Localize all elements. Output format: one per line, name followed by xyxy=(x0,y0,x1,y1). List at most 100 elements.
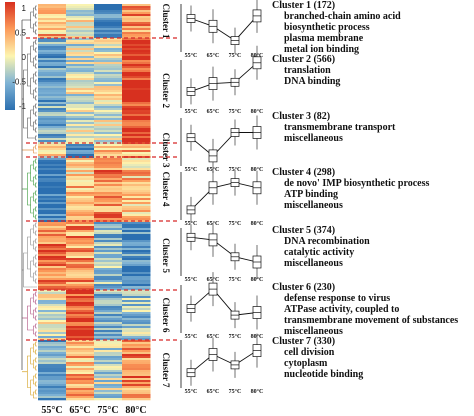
trend-x-label: 75°C xyxy=(229,276,242,283)
heatmap-cell xyxy=(122,258,151,261)
heatmap-cell xyxy=(38,274,67,277)
dendrogram-branch xyxy=(33,309,36,319)
heatmap-cell xyxy=(66,306,95,309)
heatmap-cell xyxy=(122,256,151,259)
heatmap-cell xyxy=(66,14,95,17)
heatmap-cell xyxy=(38,76,67,79)
heatmap-cell xyxy=(66,262,95,265)
heatmap-cell xyxy=(94,218,123,221)
heatmap-cell xyxy=(94,68,123,71)
heatmap-cell xyxy=(38,290,67,293)
go-term: miscellaneous xyxy=(284,258,343,269)
dendrogram-branch xyxy=(30,260,34,278)
heatmap-cell xyxy=(94,62,123,65)
heatmap-cell xyxy=(66,198,95,201)
heatmap-cell xyxy=(94,316,123,319)
heatmap-cell xyxy=(94,136,123,139)
heatmap-cell xyxy=(94,132,123,135)
heatmap-cell xyxy=(122,16,151,19)
heatmap-cell xyxy=(38,316,67,319)
heatmap-cell xyxy=(122,194,151,197)
heatmap-cell xyxy=(122,376,151,379)
heatmap-cell xyxy=(38,118,67,121)
heatmap-cell xyxy=(38,146,67,149)
heatmap-cell xyxy=(94,44,123,47)
heatmap-cell xyxy=(66,196,95,199)
cluster-annotation: Cluster 7 (330) cell division cytoplasm nuc… xyxy=(272,336,363,380)
heatmap-cell xyxy=(122,66,151,69)
heatmap-column-labels: 55°C 65°C 75°C 80°C xyxy=(41,405,146,416)
heatmap-cell xyxy=(94,364,123,367)
heatmap-cell xyxy=(66,206,95,209)
heatmap-cell xyxy=(66,362,95,365)
heatmap-cell xyxy=(122,290,151,293)
heatmap-cell xyxy=(66,106,95,109)
go-term: de novo' IMP biosynthetic process xyxy=(284,178,430,189)
heatmap-cell xyxy=(66,140,95,143)
heatmap-cell xyxy=(66,68,95,71)
heatmap-cell xyxy=(38,42,67,45)
go-term: ATPase activity, coupled to xyxy=(284,304,400,315)
heatmap-cell xyxy=(38,326,67,329)
heatmap-cell xyxy=(122,50,151,53)
heatmap-cell xyxy=(94,212,123,215)
heatmap-cell xyxy=(66,384,95,387)
heatmap-cell xyxy=(94,104,123,107)
heatmap-cell xyxy=(122,210,151,213)
heatmap-cell xyxy=(94,354,123,357)
heatmap-cell xyxy=(94,56,123,59)
heatmap-cell xyxy=(122,272,151,275)
heatmap-cell xyxy=(66,176,95,179)
heatmap-cell xyxy=(122,280,151,283)
trend-x-label: 80°C xyxy=(251,220,264,227)
heatmap-cell xyxy=(38,344,67,347)
heatmap-cell xyxy=(122,142,151,145)
heatmap-cell xyxy=(38,138,67,141)
heatmap-cell xyxy=(38,346,67,349)
dendrogram-branch xyxy=(35,158,37,164)
heatmap-cell xyxy=(38,36,67,39)
heatmap-cell xyxy=(94,322,123,325)
dendrogram-branch xyxy=(35,29,37,35)
heatmap-cell xyxy=(122,366,151,369)
heatmap-cell xyxy=(122,362,151,365)
heatmap-cell xyxy=(122,234,151,237)
heatmap-cell xyxy=(38,62,67,65)
heatmap-cell xyxy=(38,198,67,201)
heatmap-cell xyxy=(38,372,67,375)
dendrogram-branch xyxy=(35,71,37,77)
heatmap-cell xyxy=(94,238,123,241)
cluster-label: Cluster 7 xyxy=(161,352,171,388)
heatmap-cell xyxy=(122,322,151,325)
heatmap-cell xyxy=(38,74,67,77)
heatmap-cell xyxy=(66,158,95,161)
heatmap-cell xyxy=(122,220,151,223)
heatmap-cell xyxy=(38,232,67,235)
heatmap-cell xyxy=(66,16,95,19)
heatmap-cell xyxy=(66,372,95,375)
heatmap-cell xyxy=(94,206,123,209)
heatmap-cell xyxy=(66,48,95,51)
heatmap-cell xyxy=(94,76,123,79)
heatmap-cell xyxy=(38,178,67,181)
heatmap-cell xyxy=(66,344,95,347)
heatmap-cell xyxy=(66,366,95,369)
heatmap-cell xyxy=(66,98,95,101)
heatmap-cell xyxy=(38,322,67,325)
heatmap-cell xyxy=(38,158,67,161)
dendrogram-branch xyxy=(35,103,37,109)
heatmap-cell xyxy=(94,194,123,197)
heatmap-cell xyxy=(38,58,67,61)
heatmap-cell xyxy=(38,358,67,361)
heatmap-cell xyxy=(94,278,123,281)
heatmap-cell xyxy=(122,310,151,313)
heatmap-cell xyxy=(122,380,151,383)
heatmap-cell xyxy=(38,222,67,225)
dendrogram-branch xyxy=(35,389,37,395)
heatmap-cell xyxy=(66,258,95,261)
heatmap-cell xyxy=(38,258,67,261)
go-term: defense response to virus xyxy=(284,293,391,304)
heatmap-cell xyxy=(122,26,151,29)
cluster-annotation-title: Cluster 4 (298) xyxy=(272,167,336,178)
heatmap-cell xyxy=(94,324,123,327)
